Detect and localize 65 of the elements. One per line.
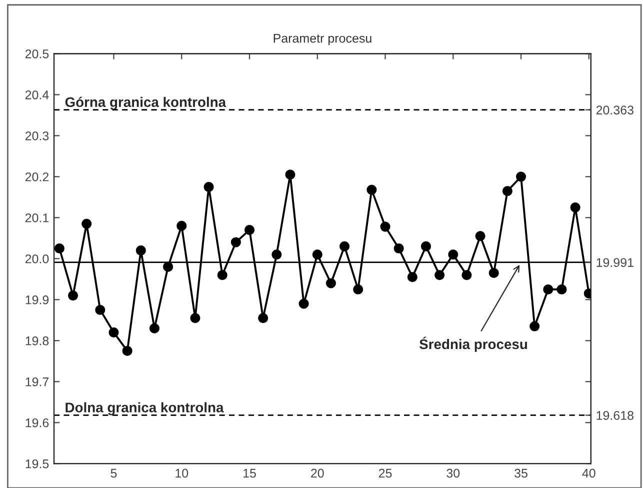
point [448, 250, 458, 260]
point [516, 172, 526, 182]
point [339, 241, 350, 252]
point [176, 220, 187, 231]
point [420, 241, 432, 252]
point [204, 182, 214, 192]
y-tick-label: 20.5 [25, 49, 49, 58]
point [488, 268, 499, 278]
x-tick-label: 25 [378, 468, 392, 478]
point [149, 323, 160, 334]
y-tick-label: 20.3 [25, 131, 49, 140]
point [272, 250, 282, 260]
annotation: Średnia procesu [419, 336, 527, 352]
y-tick-label: 20.1 [25, 213, 49, 222]
y2-tick-label: 19.991 [596, 258, 634, 267]
y2-tick-label: 19.618 [596, 411, 634, 420]
x-tick-label: 15 [244, 468, 256, 478]
x-tick-label: 20 [311, 468, 324, 478]
point [82, 218, 92, 229]
point [298, 298, 309, 309]
y-tick-label: 20.2 [25, 172, 49, 182]
point [530, 321, 540, 332]
point [136, 245, 146, 256]
point [244, 224, 255, 235]
point [190, 313, 200, 324]
chart-title: Parametr procesu [274, 34, 372, 46]
point [353, 284, 364, 294]
point [394, 243, 404, 254]
point [217, 270, 228, 280]
point [326, 278, 336, 288]
y-tick-label: 20.0 [25, 254, 49, 264]
point [475, 231, 486, 242]
y-tick-label: 19.9 [26, 295, 49, 304]
point [462, 270, 472, 280]
point [407, 272, 418, 282]
point [95, 304, 106, 315]
point [312, 250, 322, 260]
point [122, 346, 132, 356]
x-tick-label: 30 [446, 468, 460, 478]
point [108, 327, 119, 338]
y-tick-label: 19.8 [26, 336, 49, 346]
point [258, 313, 268, 324]
point [68, 290, 78, 301]
point [570, 202, 580, 212]
point [285, 170, 296, 180]
y-tick-label: 19.7 [26, 377, 49, 386]
y-tick-label: 19.5 [26, 459, 49, 468]
point [543, 284, 554, 294]
point [434, 270, 445, 280]
point [556, 284, 567, 294]
x-tick-label: 40 [582, 468, 596, 478]
x-tick-label: 10 [176, 468, 188, 478]
x-tick-label: 35 [514, 468, 528, 478]
y2-tick-label: 20.363 [596, 106, 634, 114]
point [54, 243, 64, 254]
ref-line-label: Dolna granica kontrolna [66, 402, 224, 416]
point [502, 186, 512, 196]
point [380, 222, 390, 232]
y-tick-label: 19.6 [26, 418, 49, 428]
x-tick-label: 5 [110, 468, 117, 478]
point [163, 262, 174, 272]
point [366, 184, 377, 195]
ref-line-label: Górna granica kontrolna [65, 96, 226, 110]
y-tick-label: 20.4 [25, 90, 49, 100]
point [230, 237, 241, 248]
